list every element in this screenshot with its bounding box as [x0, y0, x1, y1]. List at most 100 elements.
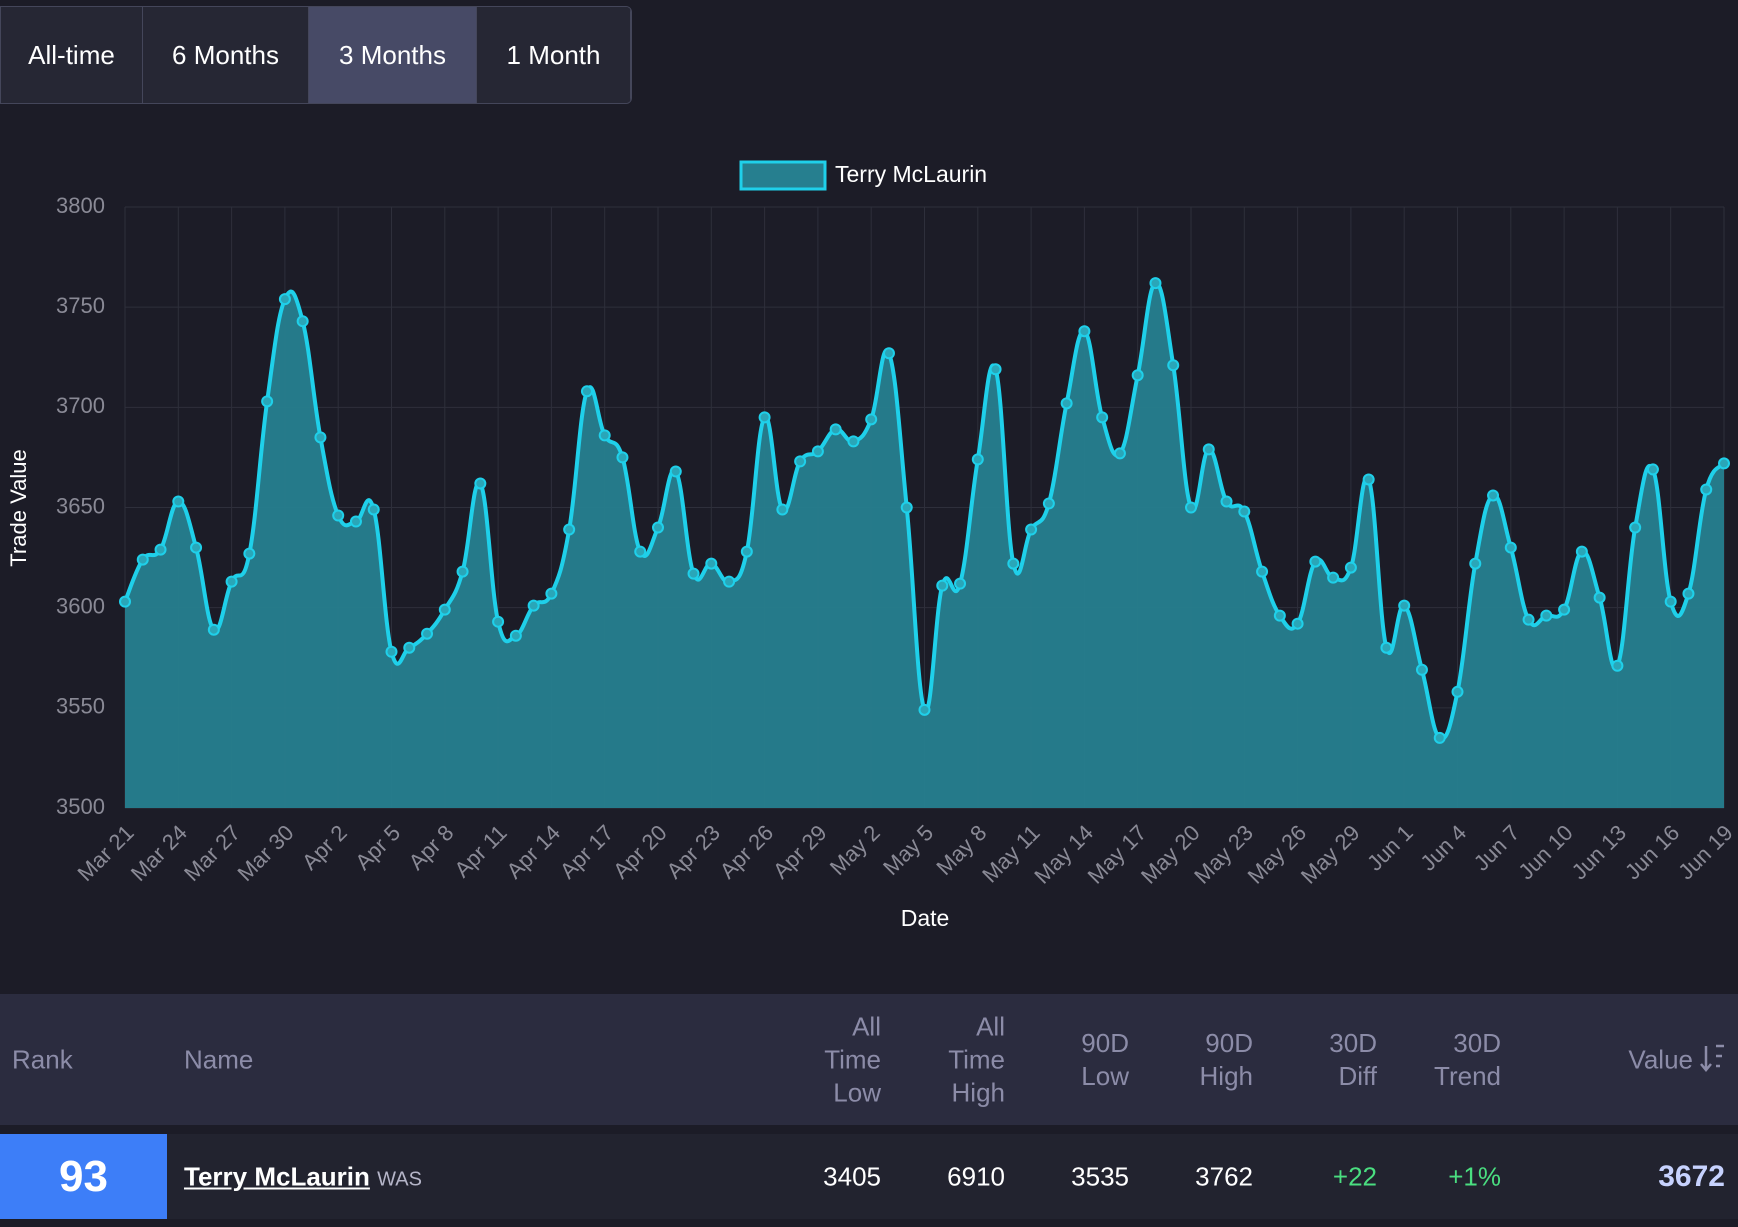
point — [1522, 613, 1535, 626]
point — [314, 431, 327, 444]
point — [1291, 617, 1304, 630]
legend-swatch — [739, 160, 827, 191]
point — [509, 629, 522, 642]
y-tick-label: 3650 — [56, 493, 105, 518]
point — [740, 545, 753, 558]
point — [971, 453, 984, 466]
point — [1593, 591, 1606, 604]
point — [1487, 489, 1500, 502]
point — [616, 451, 629, 464]
y-axis-title: Trade Value — [6, 449, 31, 566]
tab[interactable]: All-time — [1, 7, 143, 103]
point — [1664, 595, 1677, 608]
point — [332, 509, 345, 522]
point — [474, 477, 487, 490]
point — [1362, 473, 1375, 486]
point — [119, 595, 131, 608]
x-tick-label: Apr 2 — [297, 820, 352, 875]
point — [421, 627, 434, 640]
point — [1220, 495, 1233, 508]
tab[interactable]: 1 Month — [477, 7, 631, 103]
point — [154, 543, 167, 556]
sort-icon[interactable] — [1700, 1044, 1726, 1074]
x-tick-label: May 2 — [825, 820, 885, 880]
point — [954, 577, 967, 590]
legend-label: Terry McLaurin — [835, 161, 987, 187]
range-tabs: All-time 6 Months 3 Months 1 Month — [0, 6, 632, 104]
x-tick-label: May 5 — [878, 820, 938, 880]
tab[interactable]: 6 Months — [143, 7, 309, 103]
point — [1113, 447, 1126, 460]
x-tick-label: May 17 — [1083, 820, 1152, 889]
x-tick-label: Jun 10 — [1513, 820, 1577, 884]
point — [1185, 501, 1197, 514]
header-cell: 90D High — [1199, 1027, 1253, 1091]
point — [456, 565, 469, 578]
tab[interactable]: 3 Months — [309, 7, 477, 103]
x-tick-label: May 23 — [1189, 820, 1258, 889]
point — [882, 347, 895, 360]
point — [1256, 565, 1269, 578]
x-tick-label: Mar 21 — [73, 820, 139, 886]
point — [1451, 685, 1464, 698]
point — [936, 579, 949, 592]
point — [1718, 457, 1730, 470]
point — [705, 557, 718, 570]
header-cell[interactable]: Value — [1628, 1044, 1693, 1074]
point — [1309, 555, 1322, 568]
cell: 3405 — [823, 1161, 881, 1191]
point — [1149, 277, 1162, 290]
line — [123, 281, 1726, 741]
y-tick-label: 3500 — [56, 794, 105, 819]
header-cell: 30D Diff — [1329, 1027, 1377, 1091]
point — [207, 623, 220, 636]
cell: +22 — [1332, 1161, 1377, 1191]
x-tick-label: Apr 26 — [715, 820, 779, 884]
point — [723, 575, 736, 588]
x-tick-label: Jun 16 — [1620, 820, 1684, 884]
point — [918, 703, 931, 716]
x-tick-label: Mar 24 — [126, 820, 192, 886]
header-cell: Rank — [12, 1044, 73, 1074]
point — [1504, 541, 1517, 554]
x-tick-label: Jun 19 — [1673, 820, 1737, 884]
y-tick-label: 3550 — [56, 694, 105, 719]
y-tick-label: 3600 — [56, 593, 105, 618]
x-tick-label: Apr 29 — [768, 820, 832, 884]
x-tick-label: May 20 — [1136, 820, 1205, 889]
chart: Terry McLaurin Trade Value Date 3500 3550… — [6, 160, 1738, 931]
cell: +1% — [1448, 1161, 1501, 1191]
x-tick-label: Jun 13 — [1567, 820, 1631, 884]
point — [1344, 561, 1357, 574]
table-row: 93 Terry McLaurin WAS 3405 6910 3535 376… — [0, 1134, 1738, 1219]
point — [1415, 663, 1428, 676]
point — [1238, 505, 1251, 518]
point — [687, 567, 700, 580]
point — [758, 411, 771, 424]
point — [225, 575, 238, 588]
x-tick-label: Jun 4 — [1415, 820, 1471, 876]
point — [1380, 641, 1393, 654]
point — [1042, 497, 1055, 510]
point — [580, 385, 593, 398]
point — [829, 423, 842, 436]
name-cell: Terry McLaurin WAS — [184, 1161, 422, 1192]
point — [669, 465, 682, 478]
point — [865, 413, 878, 426]
cell: 6910 — [947, 1161, 1005, 1191]
point — [261, 395, 274, 408]
team: WAS — [377, 1168, 422, 1190]
point — [989, 363, 1002, 376]
point — [563, 523, 576, 536]
point — [1540, 609, 1553, 622]
point — [652, 521, 664, 534]
y-tick-label: 3750 — [56, 293, 105, 318]
point — [1558, 603, 1571, 616]
player-link[interactable]: Terry McLaurin — [184, 1161, 370, 1191]
x-tick-label: Mar 30 — [232, 820, 298, 886]
point — [1327, 571, 1340, 584]
point — [492, 615, 505, 628]
point — [1433, 731, 1446, 744]
area — [125, 283, 1724, 808]
point — [527, 599, 540, 612]
